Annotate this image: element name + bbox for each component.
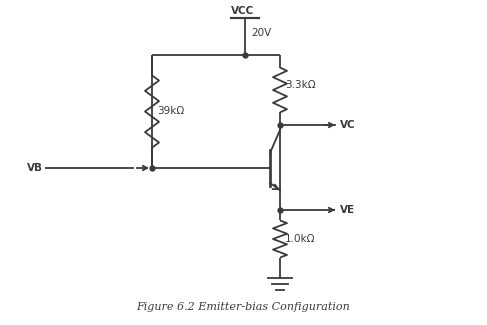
- Text: VE: VE: [340, 205, 355, 215]
- Text: VB: VB: [27, 163, 43, 173]
- Text: VCC: VCC: [231, 6, 255, 16]
- Text: 39kΩ: 39kΩ: [157, 107, 184, 116]
- Text: 1.0kΩ: 1.0kΩ: [285, 234, 316, 244]
- Text: Figure 6.2 Emitter-bias Configuration: Figure 6.2 Emitter-bias Configuration: [136, 302, 350, 312]
- Text: 20V: 20V: [251, 28, 271, 38]
- Text: 3.3kΩ: 3.3kΩ: [285, 80, 316, 90]
- Text: VC: VC: [340, 120, 356, 130]
